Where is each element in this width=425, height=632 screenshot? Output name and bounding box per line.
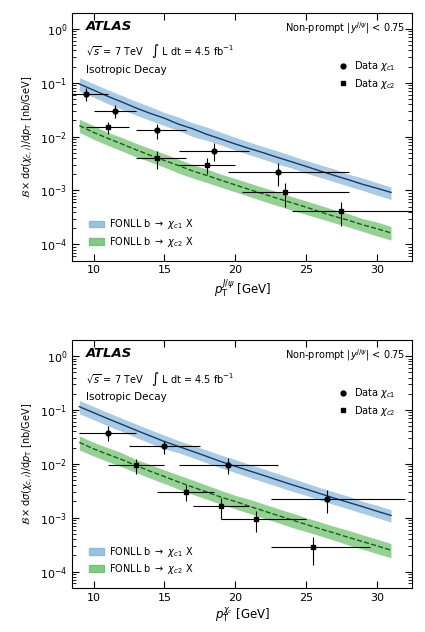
Text: Non-prompt $|y^{J/\psi}|$ < 0.75: Non-prompt $|y^{J/\psi}|$ < 0.75 bbox=[285, 20, 405, 36]
Text: $\sqrt{s}$ = 7 TeV   $\int$ L dt = 4.5 fb$^{-1}$: $\sqrt{s}$ = 7 TeV $\int$ L dt = 4.5 fb$… bbox=[86, 370, 234, 387]
Y-axis label: $\mathcal{B}\times\mathrm{d}\sigma(\chi_{c,i})/\mathrm{d}p_\mathrm{T}$ [nb/GeV]: $\mathcal{B}\times\mathrm{d}\sigma(\chi_… bbox=[21, 403, 36, 525]
Text: $\sqrt{s}$ = 7 TeV   $\int$ L dt = 4.5 fb$^{-1}$: $\sqrt{s}$ = 7 TeV $\int$ L dt = 4.5 fb$… bbox=[86, 42, 234, 61]
Y-axis label: $\mathcal{B}\times\mathrm{d}\sigma(\chi_{c,i})/\mathrm{d}p_\mathrm{T}$ [nb/GeV]: $\mathcal{B}\times\mathrm{d}\sigma(\chi_… bbox=[21, 75, 36, 198]
Text: Non-prompt $|y^{J/\psi}|$ < 0.75: Non-prompt $|y^{J/\psi}|$ < 0.75 bbox=[285, 348, 405, 363]
Legend: FONLL b $\rightarrow$ $\chi_{c1}$ X, FONLL b $\rightarrow$ $\chi_{c2}$ X: FONLL b $\rightarrow$ $\chi_{c1}$ X, FON… bbox=[87, 543, 195, 578]
X-axis label: $p_\mathrm{T}^{\chi_c}$ [GeV]: $p_\mathrm{T}^{\chi_c}$ [GeV] bbox=[215, 605, 270, 624]
Text: Isotropic Decay: Isotropic Decay bbox=[86, 64, 167, 75]
Text: ATLAS: ATLAS bbox=[86, 20, 132, 33]
Text: ATLAS: ATLAS bbox=[86, 348, 132, 360]
Text: Isotropic Decay: Isotropic Decay bbox=[86, 392, 167, 402]
Legend: FONLL b $\rightarrow$ $\chi_{c1}$ X, FONLL b $\rightarrow$ $\chi_{c2}$ X: FONLL b $\rightarrow$ $\chi_{c1}$ X, FON… bbox=[87, 216, 195, 251]
X-axis label: $p_\mathrm{T}^{J/\psi}$ [GeV]: $p_\mathrm{T}^{J/\psi}$ [GeV] bbox=[214, 278, 271, 300]
